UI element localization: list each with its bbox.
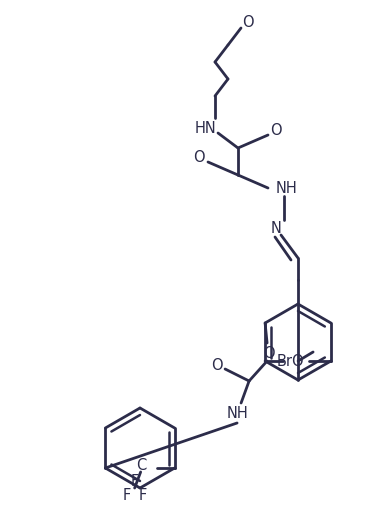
Text: C: C xyxy=(136,459,147,473)
Text: Br: Br xyxy=(277,353,293,369)
Text: N: N xyxy=(271,220,281,236)
Text: F: F xyxy=(131,474,139,490)
Text: NH: NH xyxy=(226,406,248,420)
Text: F: F xyxy=(139,489,147,503)
Text: HN: HN xyxy=(194,121,216,135)
Text: O: O xyxy=(291,353,303,369)
Text: NH: NH xyxy=(276,181,298,195)
Text: O: O xyxy=(211,357,223,373)
Text: F: F xyxy=(122,489,131,503)
Text: O: O xyxy=(270,123,282,137)
Text: O: O xyxy=(242,14,254,30)
Text: O: O xyxy=(263,346,275,360)
Text: O: O xyxy=(193,150,205,164)
